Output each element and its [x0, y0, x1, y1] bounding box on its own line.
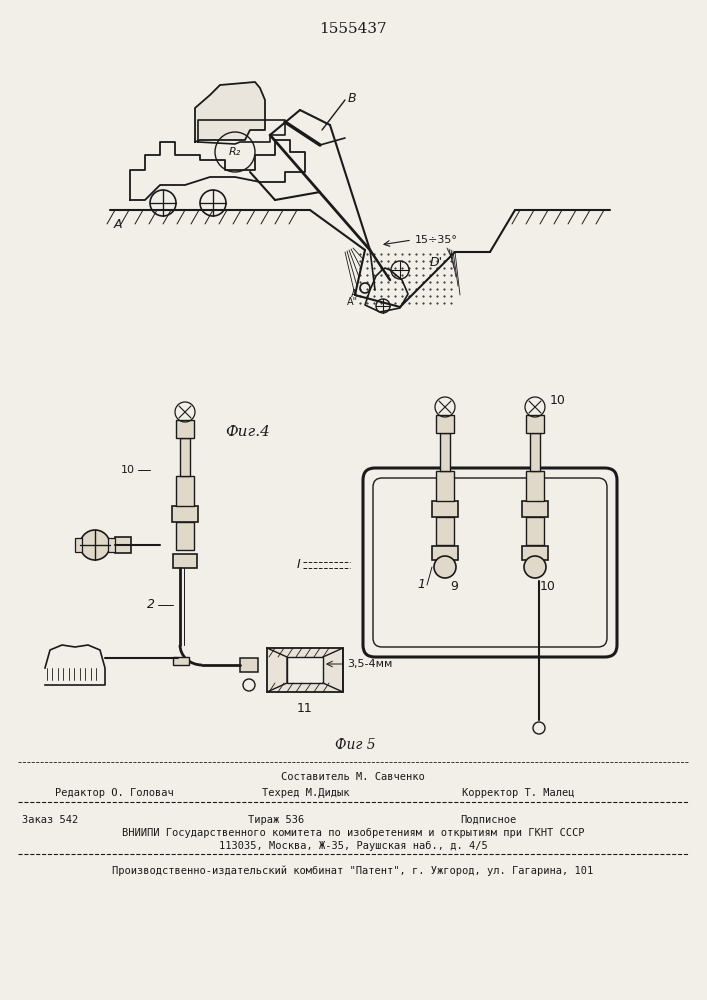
Bar [432, 501, 458, 517]
Bar [436, 415, 454, 433]
Bar [436, 517, 454, 545]
Bar [176, 476, 194, 506]
Text: Фиг 5: Фиг 5 [334, 738, 375, 752]
Text: A: A [114, 218, 122, 231]
Text: Фиг.4: Фиг.4 [226, 425, 271, 439]
Bar [526, 471, 544, 501]
Bar [530, 433, 540, 471]
Circle shape [524, 556, 546, 578]
Bar [522, 546, 548, 560]
Text: 1: 1 [417, 578, 425, 591]
Bar [267, 648, 343, 692]
Circle shape [80, 530, 110, 560]
Bar [180, 438, 190, 476]
Bar [440, 433, 450, 471]
Text: 113035, Москва, Ж-35, Раушская наб., д. 4/5: 113035, Москва, Ж-35, Раушская наб., д. … [218, 841, 487, 851]
Circle shape [434, 556, 456, 578]
Bar [432, 546, 458, 560]
Text: Тираж 536: Тираж 536 [248, 815, 304, 825]
Text: B: B [348, 92, 356, 104]
Polygon shape [195, 82, 265, 142]
Text: Корректор Т. Малец: Корректор Т. Малец [462, 788, 575, 798]
Bar [176, 420, 194, 438]
Text: A: A [351, 289, 358, 299]
Bar [436, 471, 454, 501]
Text: 2: 2 [147, 598, 155, 611]
Text: Заказ 542: Заказ 542 [22, 815, 78, 825]
Bar [108, 538, 115, 552]
Bar [173, 657, 189, 665]
Text: Техред М.Дидык: Техред М.Дидык [262, 788, 349, 798]
Bar [522, 501, 548, 517]
Text: 11: 11 [297, 702, 313, 715]
Bar [172, 506, 198, 522]
Bar [287, 657, 323, 683]
Text: 3,5-4мм: 3,5-4мм [347, 659, 392, 669]
Text: 9: 9 [450, 580, 458, 593]
Text: R₂: R₂ [229, 147, 241, 157]
Text: ВНИИПИ Государственного комитета по изобретениям и открытиям при ГКНТ СССР: ВНИИПИ Государственного комитета по изоб… [122, 828, 584, 838]
Text: Подписное: Подписное [460, 815, 516, 825]
Text: Редактор О. Головач: Редактор О. Головач [55, 788, 174, 798]
Bar [115, 537, 131, 553]
Text: 10: 10 [540, 580, 556, 593]
Text: 10: 10 [550, 393, 566, 406]
Text: A": A" [347, 297, 358, 307]
Text: 10: 10 [121, 465, 135, 475]
Text: Составитель М. Савченко: Составитель М. Савченко [281, 772, 425, 782]
Text: Производственно-издательский комбинат "Патент", г. Ужгород, ул. Гагарина, 101: Производственно-издательский комбинат "П… [112, 865, 594, 876]
Bar [75, 538, 82, 552]
Bar [173, 554, 197, 568]
Bar [240, 658, 258, 672]
Text: 15÷35°: 15÷35° [415, 235, 458, 245]
Bar [526, 415, 544, 433]
Text: I: I [296, 558, 300, 572]
Text: D': D' [430, 255, 443, 268]
Bar [176, 522, 194, 550]
Bar [526, 517, 544, 545]
Text: 1555437: 1555437 [319, 22, 387, 36]
